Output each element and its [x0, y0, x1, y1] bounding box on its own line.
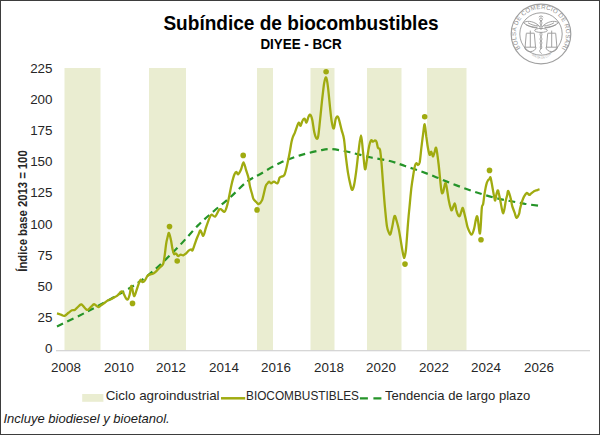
- svg-text:BOLSA DE COMERCIO DE ROSARIO: BOLSA DE COMERCIO DE ROSARIO: [505, 0, 572, 52]
